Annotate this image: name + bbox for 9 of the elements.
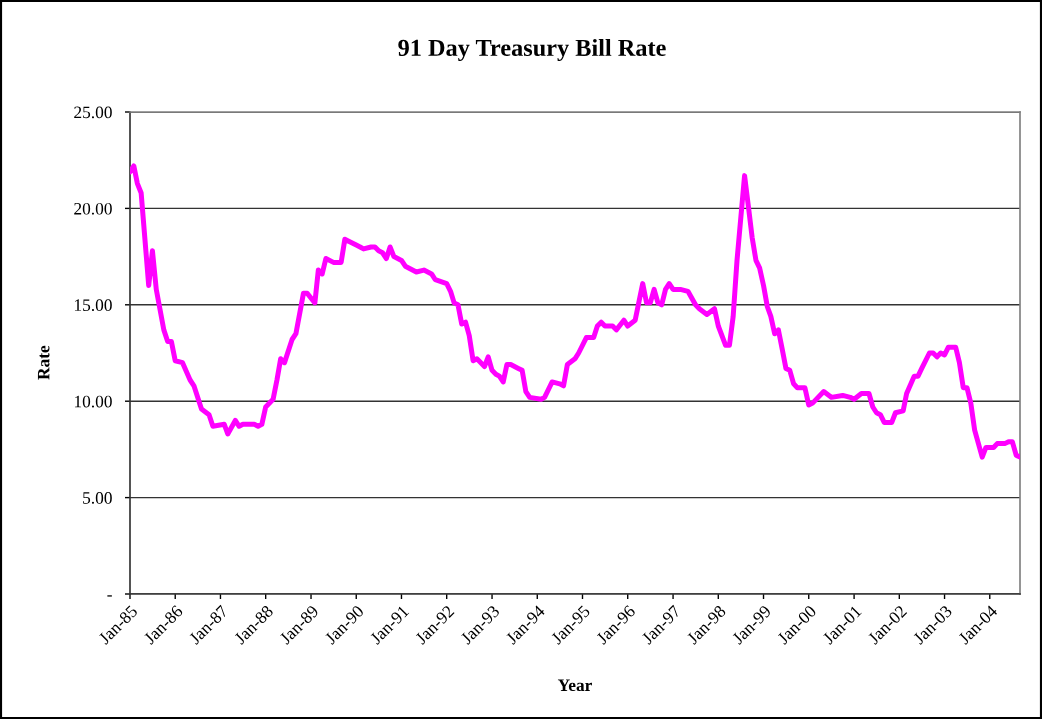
- x-axis-title: Year: [557, 679, 592, 692]
- y-tick-label: 15.00: [74, 299, 112, 312]
- y-tick-label: 25.00: [74, 106, 112, 119]
- y-tick-label: 5.00: [83, 492, 112, 504]
- chart-title: 91 Day Treasury Bill Rate: [398, 38, 666, 62]
- y-tick-label: 10.00: [74, 395, 112, 408]
- y-axis-title: Rate: [37, 345, 50, 380]
- y-tick-label: 20.00: [74, 202, 112, 215]
- y-tick-label: -: [107, 595, 112, 597]
